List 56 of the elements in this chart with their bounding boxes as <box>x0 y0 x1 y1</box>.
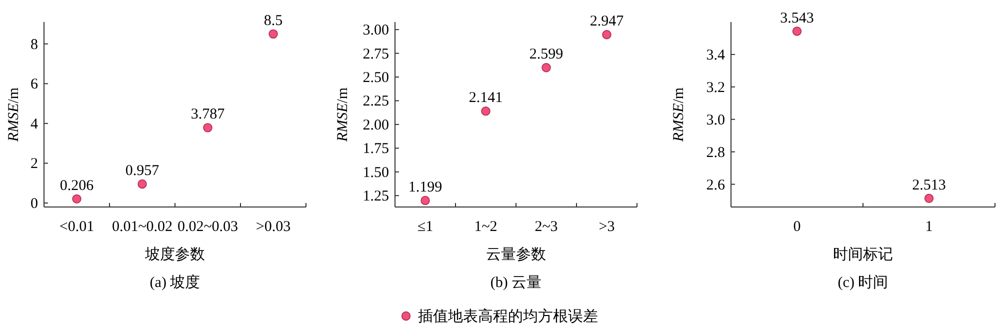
x-tick-label: >3 <box>598 219 615 235</box>
y-axis-title: RMSE/m <box>6 87 22 143</box>
data-label: 2.141 <box>468 90 503 106</box>
data-label: 2.947 <box>590 14 624 30</box>
x-tick-label: ≤1 <box>417 219 434 235</box>
x-tick-label: <0.01 <box>59 219 94 235</box>
data-label: 8.5 <box>264 12 283 29</box>
x-tick-label: 1 <box>925 219 933 235</box>
x-tick-label: 1~2 <box>474 219 498 235</box>
y-tick-label: 3.00 <box>362 22 389 39</box>
data-label: 1.199 <box>408 179 442 196</box>
y-axis-title: RMSE/m <box>671 87 687 143</box>
y-tick-label: 8 <box>30 36 38 53</box>
point <box>138 179 147 189</box>
y-tick-label: 6 <box>30 76 38 93</box>
data-label: 3.543 <box>780 10 814 26</box>
point <box>602 30 612 40</box>
point <box>542 63 551 72</box>
x-tick-label: 2~3 <box>534 219 558 235</box>
x-tick-label: 0.01~0.02 <box>112 219 173 235</box>
y-tick-label: 2.8 <box>706 144 725 161</box>
y-tick-label: 2.75 <box>362 46 389 62</box>
y-axis-title: RMSE/m <box>335 87 351 143</box>
text: (a) 坡度 <box>150 274 200 291</box>
x-tick-label: 0 <box>793 219 801 235</box>
y-tick-label: 2 <box>30 156 38 172</box>
legend-label: 插值地表高程的均方根误差 <box>418 308 598 325</box>
y-tick-label: 1.25 <box>362 188 389 205</box>
data-label: 0.206 <box>60 178 94 194</box>
y-tick-label: 0 <box>30 196 38 212</box>
y-tick-label: 3.0 <box>706 112 725 128</box>
x-tick-label: >0.03 <box>256 219 291 235</box>
y-tick-label: 4 <box>30 116 38 132</box>
y-tick-label: 2.6 <box>706 177 726 194</box>
x-axis-title: 云量参数 <box>486 246 546 263</box>
data-label: 2.513 <box>912 177 946 194</box>
x-axis-title: 坡度参数 <box>144 246 205 263</box>
x-axis-title: 时间标记 <box>833 246 893 263</box>
point <box>72 194 82 204</box>
y-tick-label: 3.4 <box>706 47 726 64</box>
text: (c) 时间 <box>838 274 888 291</box>
data-label: 3.787 <box>190 106 226 123</box>
data-label: 2.599 <box>529 46 564 63</box>
data-label: 0.957 <box>125 162 160 179</box>
y-tick-label: 2.25 <box>362 94 389 110</box>
point <box>481 106 490 116</box>
text: (b) 云量 <box>490 275 542 291</box>
y-tick-label: 1.75 <box>362 141 389 158</box>
point <box>203 123 212 132</box>
y-tick-label: 1.50 <box>362 164 389 181</box>
point <box>268 29 278 39</box>
y-tick-label: 2.00 <box>362 117 389 134</box>
y-tick-label: 2.50 <box>362 70 389 86</box>
x-tick-label: 0.02~0.03 <box>177 219 238 235</box>
point <box>420 196 430 206</box>
y-tick-label: 3.2 <box>706 80 725 96</box>
